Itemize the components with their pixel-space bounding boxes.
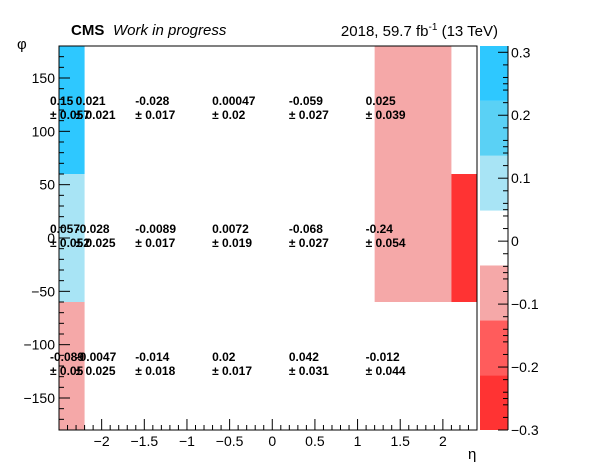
luminosity-label: 2018, 59.7 fb-1 (13 TeV) xyxy=(341,22,498,40)
y-tick-label: −150 xyxy=(23,390,55,406)
plot-axes: −2 −1.5 −1 −0.5 0 0.5 1 1.5 2 −150 −100 −50 0 50 100 15… xyxy=(23,45,478,449)
z-tick-label: 0.2 xyxy=(511,107,531,123)
heatmap-cell xyxy=(451,174,477,302)
z-tick-label: −0.3 xyxy=(511,422,539,438)
y-tick-label: 50 xyxy=(39,177,55,193)
cell-value-label: 0.02 xyxy=(212,350,236,364)
z-tick-label: 0.1 xyxy=(511,170,531,186)
z-tick-label: −0.2 xyxy=(511,359,539,375)
color-scale-band xyxy=(480,265,508,321)
cell-error-label: ± 0.044 xyxy=(366,364,406,378)
cell-error-label: ± 0.025 xyxy=(76,236,116,250)
cell-error-label: ± 0.017 xyxy=(135,108,175,122)
status-label: Work in progress xyxy=(113,22,227,39)
cell-value-label: -0.059 xyxy=(289,94,323,108)
cell-value-label: -0.068 xyxy=(289,222,323,236)
x-tick-label: 0 xyxy=(268,433,276,449)
z-tick-label: −0.1 xyxy=(511,296,539,312)
x-tick-label: −1.5 xyxy=(130,433,158,449)
y-tick-label: 0 xyxy=(47,230,55,246)
y-tick-label: −100 xyxy=(23,337,55,353)
cell-error-label: ± 0.039 xyxy=(366,108,406,122)
x-axis-title: η xyxy=(468,446,477,463)
x-tick-label: 1 xyxy=(354,433,362,449)
cell-value-label: 0.025 xyxy=(366,94,396,108)
cell-error-label: ± 0.017 xyxy=(212,364,252,378)
cell-value-label: -0.014 xyxy=(135,350,169,364)
cell-error-label: ± 0.057 xyxy=(50,108,90,122)
cell-value-label: -0.028 xyxy=(76,222,110,236)
cell-error-label: ± 0.019 xyxy=(212,236,252,250)
cell-value-label: -0.0047 xyxy=(76,350,117,364)
cell-value-label: 0.042 xyxy=(289,350,319,364)
cell-value-label: 0.021 xyxy=(76,94,106,108)
z-tick-label: 0 xyxy=(511,233,519,249)
y-tick-label: −50 xyxy=(31,283,55,299)
z-tick-label: 0.3 xyxy=(511,44,531,60)
cell-error-label: ± 0.031 xyxy=(289,364,329,378)
y-tick-label: 150 xyxy=(32,70,56,86)
cell-error-label: ± 0.05 xyxy=(50,364,84,378)
y-tick-label: 100 xyxy=(32,123,56,139)
cell-error-label: ± 0.027 xyxy=(289,236,329,250)
cell-value-label: 0.15 xyxy=(50,94,74,108)
x-tick-label: −2 xyxy=(94,433,110,449)
cell-error-label: ± 0.017 xyxy=(135,236,175,250)
cell-error-label: ± 0.02 xyxy=(212,108,246,122)
cell-value-label: -0.012 xyxy=(366,350,400,364)
cell-error-label: ± 0.018 xyxy=(135,364,175,378)
heatmap-cells xyxy=(59,46,477,430)
cell-value-label: 0.00047 xyxy=(212,94,256,108)
color-scale-band xyxy=(480,155,508,211)
lumi-prefix: 2018, 59.7 fb xyxy=(340,23,429,40)
cell-error-label: ± 0.025 xyxy=(76,364,116,378)
x-tick-label: 2 xyxy=(439,433,447,449)
heatmap-cell xyxy=(374,46,452,302)
lumi-suffix: (13 TeV) xyxy=(437,23,498,40)
color-scale: −0.3 −0.2 −0.1 0 0.1 0.2 0.3 xyxy=(480,44,539,438)
y-axis-title: φ xyxy=(17,36,27,53)
cell-value-label: 0.057 xyxy=(50,222,80,236)
experiment-label: CMS xyxy=(71,22,105,39)
color-scale-band xyxy=(480,375,508,430)
lumi-exponent: -1 xyxy=(428,22,438,33)
cell-value-label: -0.0089 xyxy=(135,222,176,236)
color-scale-band xyxy=(480,210,508,266)
x-tick-label: 1.5 xyxy=(390,433,410,449)
cell-error-label: ± 0.021 xyxy=(76,108,116,122)
cell-value-label: 0.0072 xyxy=(212,222,249,236)
x-tick-label: −0.5 xyxy=(216,433,244,449)
cell-value-label: -0.028 xyxy=(135,94,169,108)
x-tick-label: 0.5 xyxy=(305,433,325,449)
cell-value-label: -0.24 xyxy=(366,222,394,236)
cell-error-label: ± 0.054 xyxy=(366,236,406,250)
color-scale-band xyxy=(480,46,508,101)
x-tick-label: −1 xyxy=(179,433,195,449)
cell-error-label: ± 0.027 xyxy=(289,108,329,122)
cell-error-label: ± 0.052 xyxy=(50,236,90,250)
